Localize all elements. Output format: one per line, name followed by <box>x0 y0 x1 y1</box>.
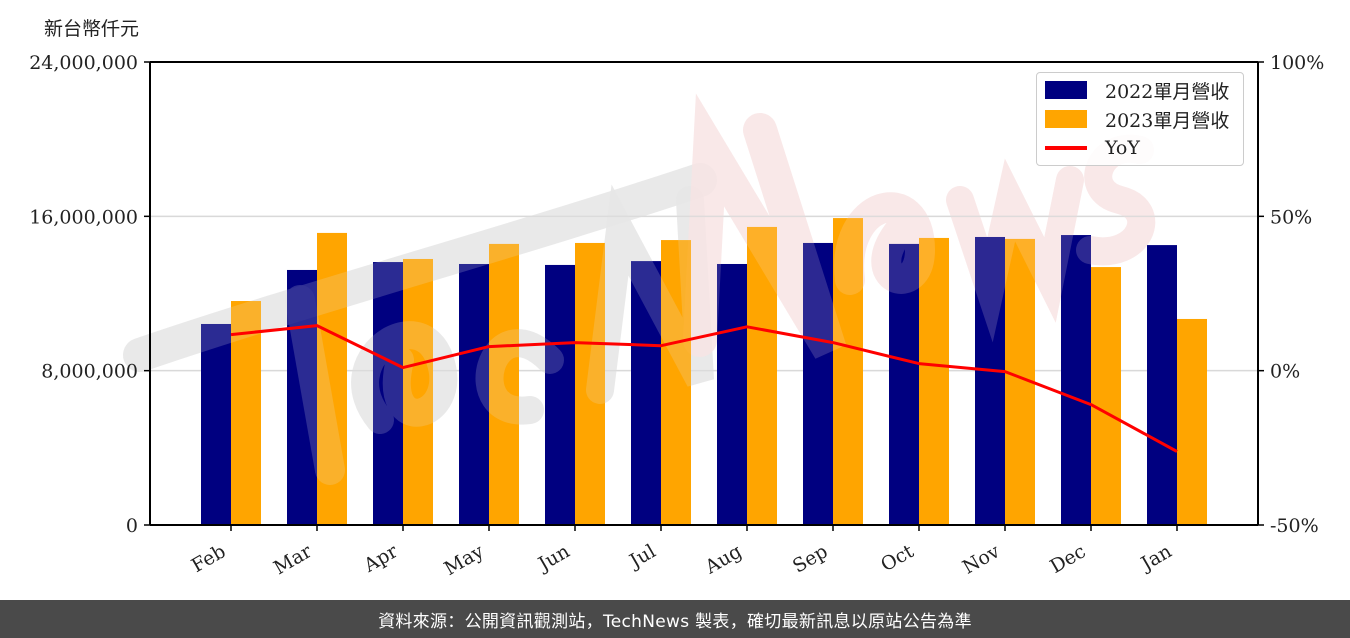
legend-item-yoy: YoY <box>1037 135 1243 161</box>
bar-2022 <box>975 236 1005 526</box>
left-tick-label: 24,000,000 <box>29 52 138 74</box>
right-y-axis-ticks: -50% 0% 50% 100% <box>1258 52 1324 537</box>
bar-2022 <box>889 243 919 525</box>
x-tick-label: Mar <box>270 540 316 579</box>
bar-2022 <box>287 269 317 525</box>
legend-swatch-navy <box>1045 81 1087 99</box>
right-tick-label: 0% <box>1270 361 1300 383</box>
bar-2022 <box>373 262 403 525</box>
watermark-stroke <box>683 93 847 359</box>
right-tick-label: -50% <box>1270 515 1319 537</box>
revenue-chart: 0 8,000,000 16,000,000 24,000,000 -50% 0% 50%… <box>29 52 1324 580</box>
x-tick-label: May <box>441 540 488 580</box>
watermark-stroke <box>475 329 564 425</box>
bar-2023 <box>403 258 433 525</box>
x-tick-label: Aug <box>701 540 746 579</box>
legend-swatch-orange <box>1045 110 1087 128</box>
source-footer: 資料來源：公開資訊觀測站，TechNews 製表，確切最新訊息以原站公告為準 <box>0 600 1350 638</box>
bar-2023 <box>833 218 863 525</box>
watermark-stroke <box>946 158 1084 343</box>
y-axis-unit-label: 新台幣仟元 <box>44 18 140 40</box>
bar-2022 <box>631 261 661 525</box>
legend-line-red <box>1045 146 1087 150</box>
x-tick-label: Oct <box>877 540 918 576</box>
bar-2023 <box>919 237 949 525</box>
bar-2023 <box>1091 267 1121 525</box>
yoy-line-series <box>230 324 1178 453</box>
right-tick-label: 50% <box>1270 206 1312 228</box>
x-tick-label: Feb <box>188 540 230 577</box>
x-tick-label: Apr <box>359 540 402 577</box>
legend-label: YoY <box>1105 137 1140 159</box>
watermark-stroke <box>586 184 714 404</box>
bar-2023 <box>747 226 777 525</box>
watermark-stroke <box>351 321 458 434</box>
bar-2022 <box>803 242 833 526</box>
x-tick-label: Jan <box>1136 540 1176 576</box>
x-tick-label: Jul <box>624 540 659 573</box>
x-axis-ticks: Feb Mar Apr May Jun Jul Aug Sep Oct Nov Dec Jan <box>188 525 1178 580</box>
bar-2022 <box>459 263 489 525</box>
watermark-stroke <box>834 192 936 295</box>
watermark-stroke <box>123 163 717 372</box>
bar-2022 <box>1061 235 1091 525</box>
bar-2022 <box>1147 245 1177 525</box>
bar-2023 <box>575 242 605 526</box>
legend-label: 2023單月營收 <box>1105 109 1230 132</box>
bar-2023 <box>231 301 261 525</box>
bar-2023 <box>317 232 347 525</box>
left-y-axis-ticks: 0 8,000,000 16,000,000 24,000,000 <box>29 52 150 537</box>
bar-series <box>123 93 1207 526</box>
bar-2022 <box>545 264 575 525</box>
technews-watermark-overlay <box>123 93 1156 485</box>
left-tick-label: 16,000,000 <box>29 206 138 228</box>
x-tick-label: Sep <box>789 540 832 577</box>
axes <box>149 61 1259 526</box>
legend-item-2022: 2022單月營收 <box>1037 77 1243 103</box>
bar-2022 <box>717 263 747 525</box>
bar-2022 <box>201 323 231 525</box>
left-tick-label: 0 <box>126 515 138 537</box>
bar-2023 <box>489 243 519 525</box>
left-tick-label: 8,000,000 <box>41 361 138 383</box>
bar-2023 <box>661 240 691 526</box>
x-tick-label: Dec <box>1046 540 1089 578</box>
legend-item-2023: 2023單月營收 <box>1037 106 1243 132</box>
chart-legend: 2022單月營收 2023單月營收 YoY <box>1036 72 1244 166</box>
yoy-line <box>230 324 1178 453</box>
bar-2023 <box>1177 318 1207 525</box>
x-tick-label: Nov <box>959 540 1004 579</box>
right-tick-label: 100% <box>1270 52 1324 74</box>
x-tick-label: Jun <box>533 540 574 576</box>
legend-label: 2022單月營收 <box>1105 80 1230 103</box>
